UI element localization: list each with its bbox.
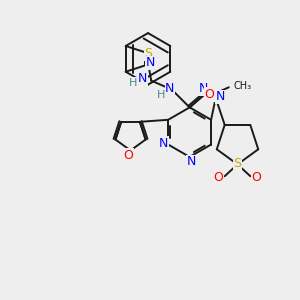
Text: CH₃: CH₃: [234, 81, 252, 91]
Text: H: H: [129, 78, 138, 88]
Text: S: S: [144, 47, 152, 61]
Text: N: N: [199, 82, 208, 95]
Text: N: N: [187, 155, 196, 168]
Text: O: O: [124, 149, 134, 162]
Text: N: N: [165, 82, 175, 95]
Text: N: N: [146, 56, 155, 69]
Text: O: O: [205, 88, 214, 101]
Text: H: H: [157, 89, 165, 100]
Text: S: S: [233, 157, 242, 170]
Text: N: N: [158, 137, 168, 150]
Text: O: O: [214, 171, 224, 184]
Text: N: N: [138, 72, 147, 85]
Text: O: O: [251, 171, 261, 184]
Text: N: N: [216, 91, 225, 103]
